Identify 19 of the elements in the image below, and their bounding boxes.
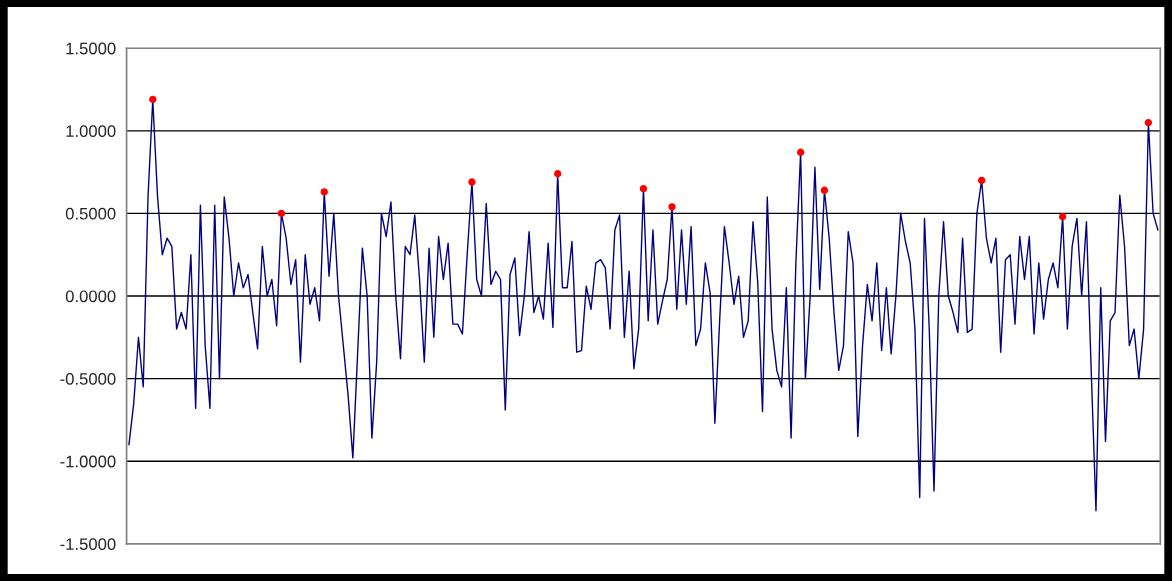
y-tick-label: -1.0000 — [60, 455, 116, 468]
y-tick-label: -1.5000 — [60, 538, 116, 551]
point — [668, 203, 676, 211]
point — [1058, 213, 1067, 221]
point — [1144, 118, 1153, 127]
y-tick-label: 1.5000 — [66, 42, 116, 55]
point — [277, 209, 286, 218]
point — [820, 186, 829, 194]
point — [977, 176, 986, 185]
y-tick-label: -0.5000 — [60, 373, 116, 385]
y-tick-label: 0.5000 — [65, 207, 116, 220]
y-tick-label: 1.0000 — [66, 125, 116, 138]
point — [639, 184, 648, 193]
point — [149, 95, 157, 104]
point — [320, 188, 328, 196]
point — [468, 178, 476, 186]
y-tick-label: 0.0000 — [65, 290, 116, 303]
point — [554, 170, 562, 178]
point — [796, 148, 805, 156]
